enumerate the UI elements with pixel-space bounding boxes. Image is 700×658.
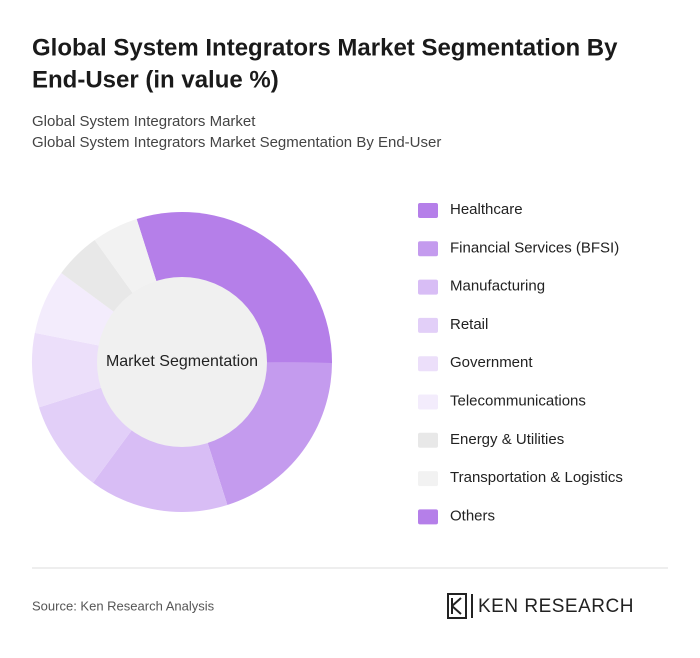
logo-text: KEN RESEARCH bbox=[478, 596, 634, 617]
legend-label: Retail bbox=[450, 316, 488, 333]
center-label: Market Segmentation bbox=[106, 353, 258, 370]
subtitle-line: Global System Integrators Market bbox=[32, 113, 256, 130]
title-line: Global System Integrators Market Segment… bbox=[32, 34, 618, 61]
legend-label: Transportation & Logistics bbox=[450, 469, 623, 486]
title-line: End-User (in value %) bbox=[32, 66, 279, 93]
legend-label: Energy & Utilities bbox=[450, 431, 564, 448]
subtitle-line: Global System Integrators Market Segment… bbox=[32, 134, 441, 151]
legend-label: Manufacturing bbox=[450, 278, 545, 295]
legend-label: Healthcare bbox=[450, 201, 523, 218]
donut-hole bbox=[97, 277, 267, 447]
legend-label: Others bbox=[450, 507, 495, 524]
legend-label: Government bbox=[450, 354, 533, 371]
source: Source: Ken Research Analysis bbox=[32, 598, 215, 613]
legend-swatch bbox=[418, 471, 438, 487]
legend-swatch bbox=[418, 241, 438, 257]
legend-label: Telecommunications bbox=[450, 392, 586, 409]
legend-label: Financial Services (BFSI) bbox=[450, 239, 619, 256]
legend-swatch bbox=[418, 394, 438, 410]
legend-swatch bbox=[418, 432, 438, 448]
legend-swatch bbox=[418, 317, 438, 333]
legend-swatch bbox=[418, 203, 438, 218]
legend-swatch bbox=[418, 509, 438, 525]
legend-swatch bbox=[418, 279, 438, 295]
logo-icon bbox=[447, 593, 467, 619]
legend-swatch bbox=[418, 356, 438, 372]
